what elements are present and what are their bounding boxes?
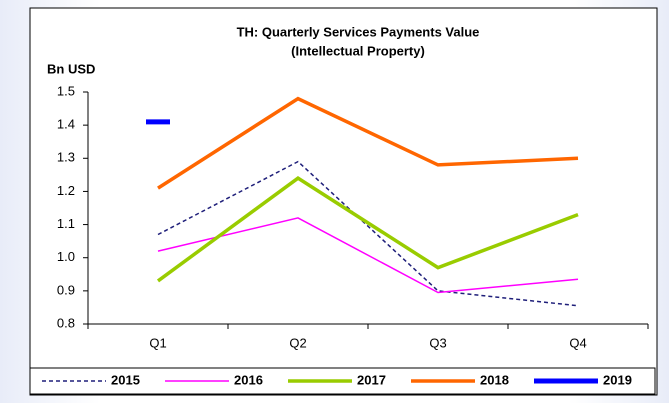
y-axis-label: Bn USD: [47, 61, 95, 76]
y-tick-label: 0.8: [57, 315, 75, 330]
y-tick-label: 0.9: [57, 282, 75, 297]
chart-subtitle: (Intellectual Property): [291, 43, 425, 58]
series-line: [157, 160, 579, 307]
y-tick-label: 1.2: [57, 183, 75, 198]
series-line: [157, 217, 579, 294]
y-tick-label: 1.5: [57, 83, 75, 98]
series-line: [156, 176, 579, 283]
x-tick-label: Q2: [289, 335, 306, 350]
legend-label: 2019: [603, 372, 632, 387]
legend-label: 2017: [357, 372, 386, 387]
y-tick-label: 1.3: [57, 150, 75, 165]
legend-label: 2018: [480, 372, 509, 387]
x-tick-label: Q3: [429, 335, 446, 350]
chart-title: TH: Quarterly Services Payments Value: [237, 24, 480, 39]
legend-label: 2015: [111, 372, 140, 387]
y-tick-label: 1.0: [57, 249, 75, 264]
y-tick-label: 1.1: [57, 216, 75, 231]
series-line: [157, 96, 579, 190]
legend-label: 2016: [234, 372, 263, 387]
chart-frame: [29, 7, 658, 396]
y-tick-label: 1.4: [57, 117, 75, 132]
x-tick-label: Q4: [569, 335, 586, 350]
x-tick-label: Q1: [149, 335, 166, 350]
